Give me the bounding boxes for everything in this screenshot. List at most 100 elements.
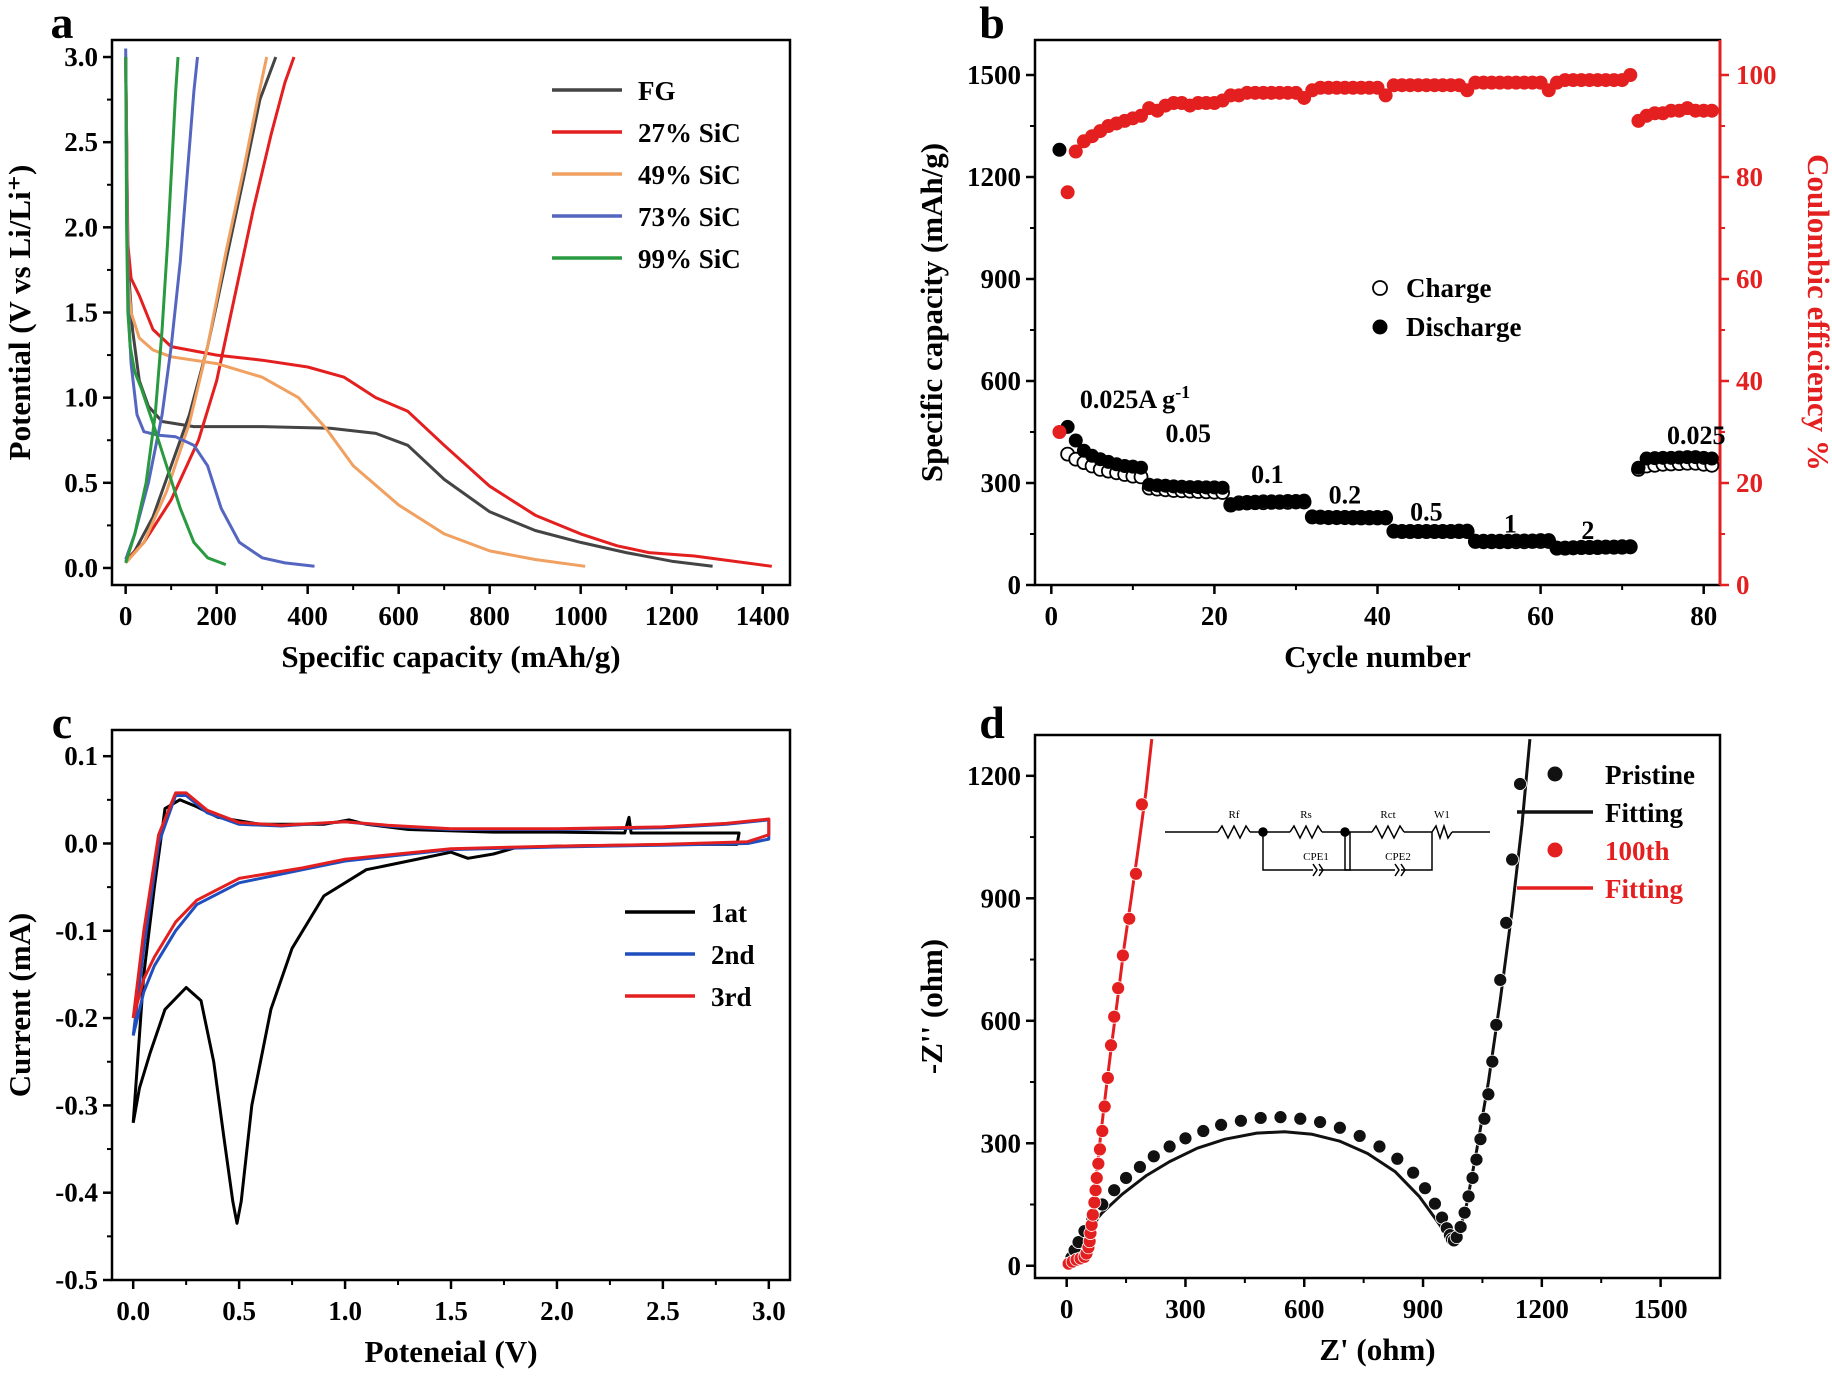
impedance-point [1461, 1189, 1476, 1204]
y-tick-label: 900 [981, 264, 1022, 294]
impedance-point [1116, 948, 1130, 963]
impedance-point [1104, 1038, 1118, 1053]
impedance-point [1146, 1149, 1161, 1164]
coulombic-point [1068, 144, 1083, 159]
y-tick-label: 900 [981, 883, 1022, 913]
y-tick-label: 3.0 [64, 42, 98, 72]
y-tick-label: 0 [1008, 570, 1022, 600]
cpe2-symbol [1394, 863, 1406, 877]
charge-curve [124, 56, 180, 564]
x-tick-label: 1500 [1634, 1294, 1688, 1324]
legend-label: 2nd [711, 940, 755, 970]
impedance-point [1087, 1195, 1102, 1210]
rate-label-superscript: -1 [1175, 382, 1190, 402]
y2-tick-label: 60 [1736, 264, 1763, 294]
legend-label: Charge [1406, 273, 1491, 303]
y-tick-label: 1.0 [64, 383, 98, 413]
legend-label: 73% SiC [638, 202, 741, 232]
legend-label: FG [638, 76, 676, 106]
y-axis-title: Specific capacity (mAh/g) [914, 143, 949, 482]
x-tick-label: 60 [1527, 601, 1554, 631]
circuit-label: CPE1 [1303, 851, 1329, 863]
legend-marker [1547, 842, 1563, 858]
legend-marker [1372, 319, 1388, 335]
rate-label: 0.05 [1165, 419, 1211, 448]
panel-a: 0 200 400 600 800 1000 1200 1400 0.0 0.5 1.0 1.5 2.0… [2, 38, 792, 674]
y2-tick-label: 40 [1736, 366, 1763, 396]
panel-b: 0 20 40 60 80 0 300 600 900 1200 1500 0 20 40 60 80 100 0… [914, 38, 1832, 674]
impedance-point [1093, 1142, 1107, 1157]
y-tick-label: -0.4 [55, 1178, 98, 1208]
impedance-point [1091, 1156, 1106, 1171]
y-axis-title: Potential (V vs Li/Li⁺) [2, 165, 37, 461]
panel-d: 0 300 600 900 1200 1500 0 300 600 900 1200 Pristine… [914, 733, 1722, 1367]
x-tick-label: 1000 [554, 601, 608, 631]
plot-area-d [1061, 738, 1532, 1271]
legend-label: Fitting [1605, 874, 1683, 904]
panel-letter-c: c [52, 697, 72, 748]
y2-axis-title: Coulombic efficiency % [1801, 154, 1832, 471]
impedance-point [1107, 1009, 1122, 1024]
circuit-wire [1344, 832, 1433, 871]
impedance-point [1499, 915, 1514, 930]
discharge-curve [124, 56, 713, 568]
y-tick-label: 1200 [967, 162, 1021, 192]
discharge-point [1704, 451, 1719, 466]
x-axis-title: Specific capacity (mAh/g) [281, 639, 620, 674]
plot-frame-d [1033, 733, 1722, 1280]
coulombic-point [1704, 103, 1719, 118]
y-tick-label: -0.2 [55, 1003, 98, 1033]
impedance-point [1293, 1111, 1308, 1126]
legend-marker [1547, 766, 1563, 782]
impedance-point [1119, 1171, 1133, 1185]
discharge-curve [124, 56, 772, 568]
impedance-point [1097, 1099, 1112, 1114]
x-tick-label: 0 [119, 601, 133, 631]
impedance-point [1332, 1120, 1347, 1135]
legend-label: 27% SiC [638, 118, 741, 148]
discharge-point [1378, 510, 1393, 524]
impedance-point [1465, 1171, 1480, 1185]
impedance-point [1513, 777, 1527, 791]
x-tick-label: 200 [196, 601, 237, 631]
impedance-point [1406, 1165, 1421, 1180]
impedance-point [1233, 1113, 1248, 1128]
discharge-point [1068, 433, 1083, 448]
impedance-point [1481, 1087, 1496, 1102]
charge-curve [124, 56, 269, 564]
x-tick-label: 1.5 [434, 1296, 468, 1326]
impedance-point [1111, 981, 1126, 996]
cpe1-symbol [1312, 863, 1324, 877]
y2-tick-label: 100 [1736, 60, 1777, 90]
x-tick-label: 300 [1165, 1294, 1206, 1324]
equivalent-circuit-diagram [1165, 823, 1490, 877]
x-tick-label: 20 [1201, 601, 1228, 631]
x-tick-label: 1200 [1515, 1294, 1569, 1324]
impedance-point [1100, 1071, 1115, 1085]
impedance-point [1489, 1017, 1504, 1032]
impedance-point [1214, 1117, 1228, 1132]
y-tick-label: 0.1 [64, 741, 98, 771]
impedance-point [1273, 1110, 1288, 1125]
impedance-point [1162, 1139, 1177, 1154]
y-tick-label: 600 [981, 366, 1022, 396]
coulombic-point [1378, 88, 1393, 103]
rate-label: 0.025 [1667, 421, 1726, 450]
y2-tick-label: 0 [1736, 570, 1750, 600]
impedance-point [1313, 1115, 1327, 1129]
circuit-label: CPE2 [1385, 851, 1411, 863]
panel-letter-a: a [51, 0, 74, 48]
cv-curve [131, 791, 771, 1019]
fit-curve [1065, 738, 1532, 1267]
impedance-point [1418, 1181, 1432, 1196]
x-tick-label: 0.0 [116, 1296, 150, 1326]
resistor-rs [1289, 824, 1323, 840]
impedance-point [1178, 1131, 1193, 1146]
impedance-point [1473, 1132, 1488, 1147]
impedance-point [1428, 1196, 1442, 1211]
discharge-point [1297, 493, 1312, 508]
y-tick-label: 1.5 [64, 298, 98, 328]
legend-label: 49% SiC [638, 160, 741, 190]
legend-label: Discharge [1406, 312, 1521, 342]
y-tick-label: 0 [1008, 1251, 1022, 1281]
